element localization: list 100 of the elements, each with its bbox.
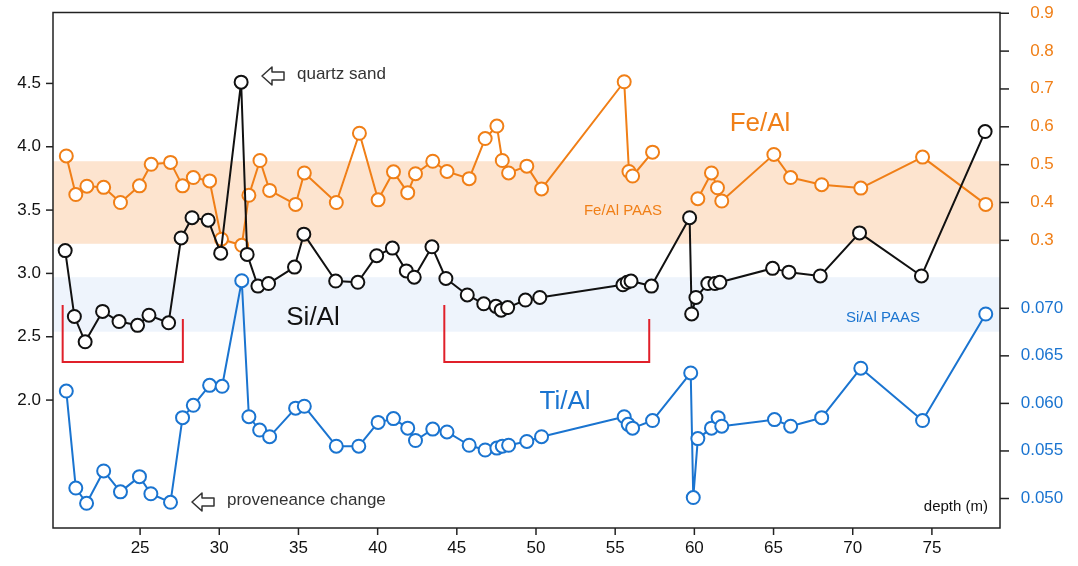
point: [684, 306, 700, 322]
point: [476, 296, 492, 312]
y2-tick-label: 0.5: [1030, 154, 1054, 174]
point: [424, 239, 440, 255]
point: [131, 469, 147, 485]
point: [783, 170, 799, 186]
y2-tick-label: 0.8: [1030, 40, 1054, 60]
point: [501, 437, 517, 453]
point: [494, 152, 510, 168]
point: [68, 187, 84, 203]
point: [400, 420, 416, 436]
point: [262, 182, 278, 198]
point: [690, 431, 706, 447]
point: [328, 195, 344, 210]
y-tick-label: 3.0: [17, 262, 41, 282]
point: [175, 178, 191, 194]
point: [439, 163, 455, 179]
point: [96, 463, 112, 479]
point: [79, 178, 95, 194]
point: [501, 165, 517, 181]
point: [616, 74, 632, 90]
x-tick-label: 35: [289, 538, 308, 557]
x-tick-label: 65: [764, 538, 783, 557]
series-label: Si/Al: [286, 300, 340, 331]
point: [712, 274, 728, 290]
point: [79, 495, 95, 511]
point: [853, 180, 869, 196]
point: [130, 317, 146, 333]
point: [185, 397, 201, 413]
point: [688, 289, 704, 305]
point: [351, 125, 367, 141]
y-tick-label: 2.0: [17, 389, 41, 409]
point: [111, 314, 127, 330]
x-tick-label: 30: [209, 538, 229, 557]
point: [534, 181, 550, 197]
point: [184, 210, 200, 226]
point: [96, 179, 112, 195]
point: [489, 118, 505, 134]
point: [781, 264, 797, 280]
point: [262, 429, 278, 445]
point: [328, 273, 344, 289]
point: [683, 365, 699, 381]
point: [131, 178, 147, 194]
point: [287, 259, 302, 275]
y2-tick-label: 0.4: [1030, 191, 1054, 211]
y3-tick-label: 0.060: [1020, 392, 1064, 412]
point: [852, 225, 868, 241]
point: [163, 154, 178, 170]
point: [978, 196, 994, 212]
point: [241, 409, 257, 425]
point: [625, 168, 641, 184]
band-label: Si/Al PAAS: [846, 307, 920, 325]
point: [645, 144, 661, 160]
point: [407, 433, 423, 448]
x-tick-label: 50: [526, 538, 546, 557]
point: [623, 273, 639, 289]
y-tick-label: 3.5: [17, 199, 41, 219]
point: [202, 173, 218, 189]
point: [77, 334, 93, 350]
point: [261, 276, 277, 292]
point: [978, 306, 994, 322]
point: [328, 438, 344, 454]
point: [977, 124, 993, 140]
point: [439, 424, 455, 440]
x-tick-label: 70: [843, 538, 863, 557]
point: [173, 230, 189, 246]
point: [461, 171, 477, 187]
point: [406, 269, 422, 285]
point: [783, 418, 799, 434]
point: [766, 146, 782, 162]
point: [68, 480, 84, 496]
point: [477, 131, 493, 147]
point: [370, 414, 386, 430]
point: [384, 240, 400, 256]
point: [288, 196, 304, 212]
point: [163, 494, 178, 510]
y3-tick-label: 0.065: [1020, 345, 1064, 365]
point: [913, 268, 929, 284]
point: [853, 360, 869, 376]
point: [690, 191, 706, 207]
point: [161, 315, 177, 331]
point: [351, 438, 367, 454]
x-tick-label: 25: [130, 538, 150, 557]
point: [57, 243, 73, 259]
point: [234, 273, 250, 289]
point: [252, 422, 268, 438]
point: [141, 307, 157, 323]
y2-tick-label: 0.7: [1030, 78, 1054, 98]
point: [407, 166, 423, 182]
point: [459, 287, 475, 303]
point: [709, 180, 725, 196]
series-label: Ti/Al: [539, 384, 591, 415]
point: [645, 413, 661, 429]
point: [58, 383, 74, 399]
y2-tick-label: 0.3: [1030, 229, 1054, 249]
point: [214, 378, 230, 394]
point: [703, 165, 719, 181]
point: [915, 149, 931, 165]
y-tick-label: 4.0: [17, 136, 41, 156]
point: [765, 260, 781, 276]
